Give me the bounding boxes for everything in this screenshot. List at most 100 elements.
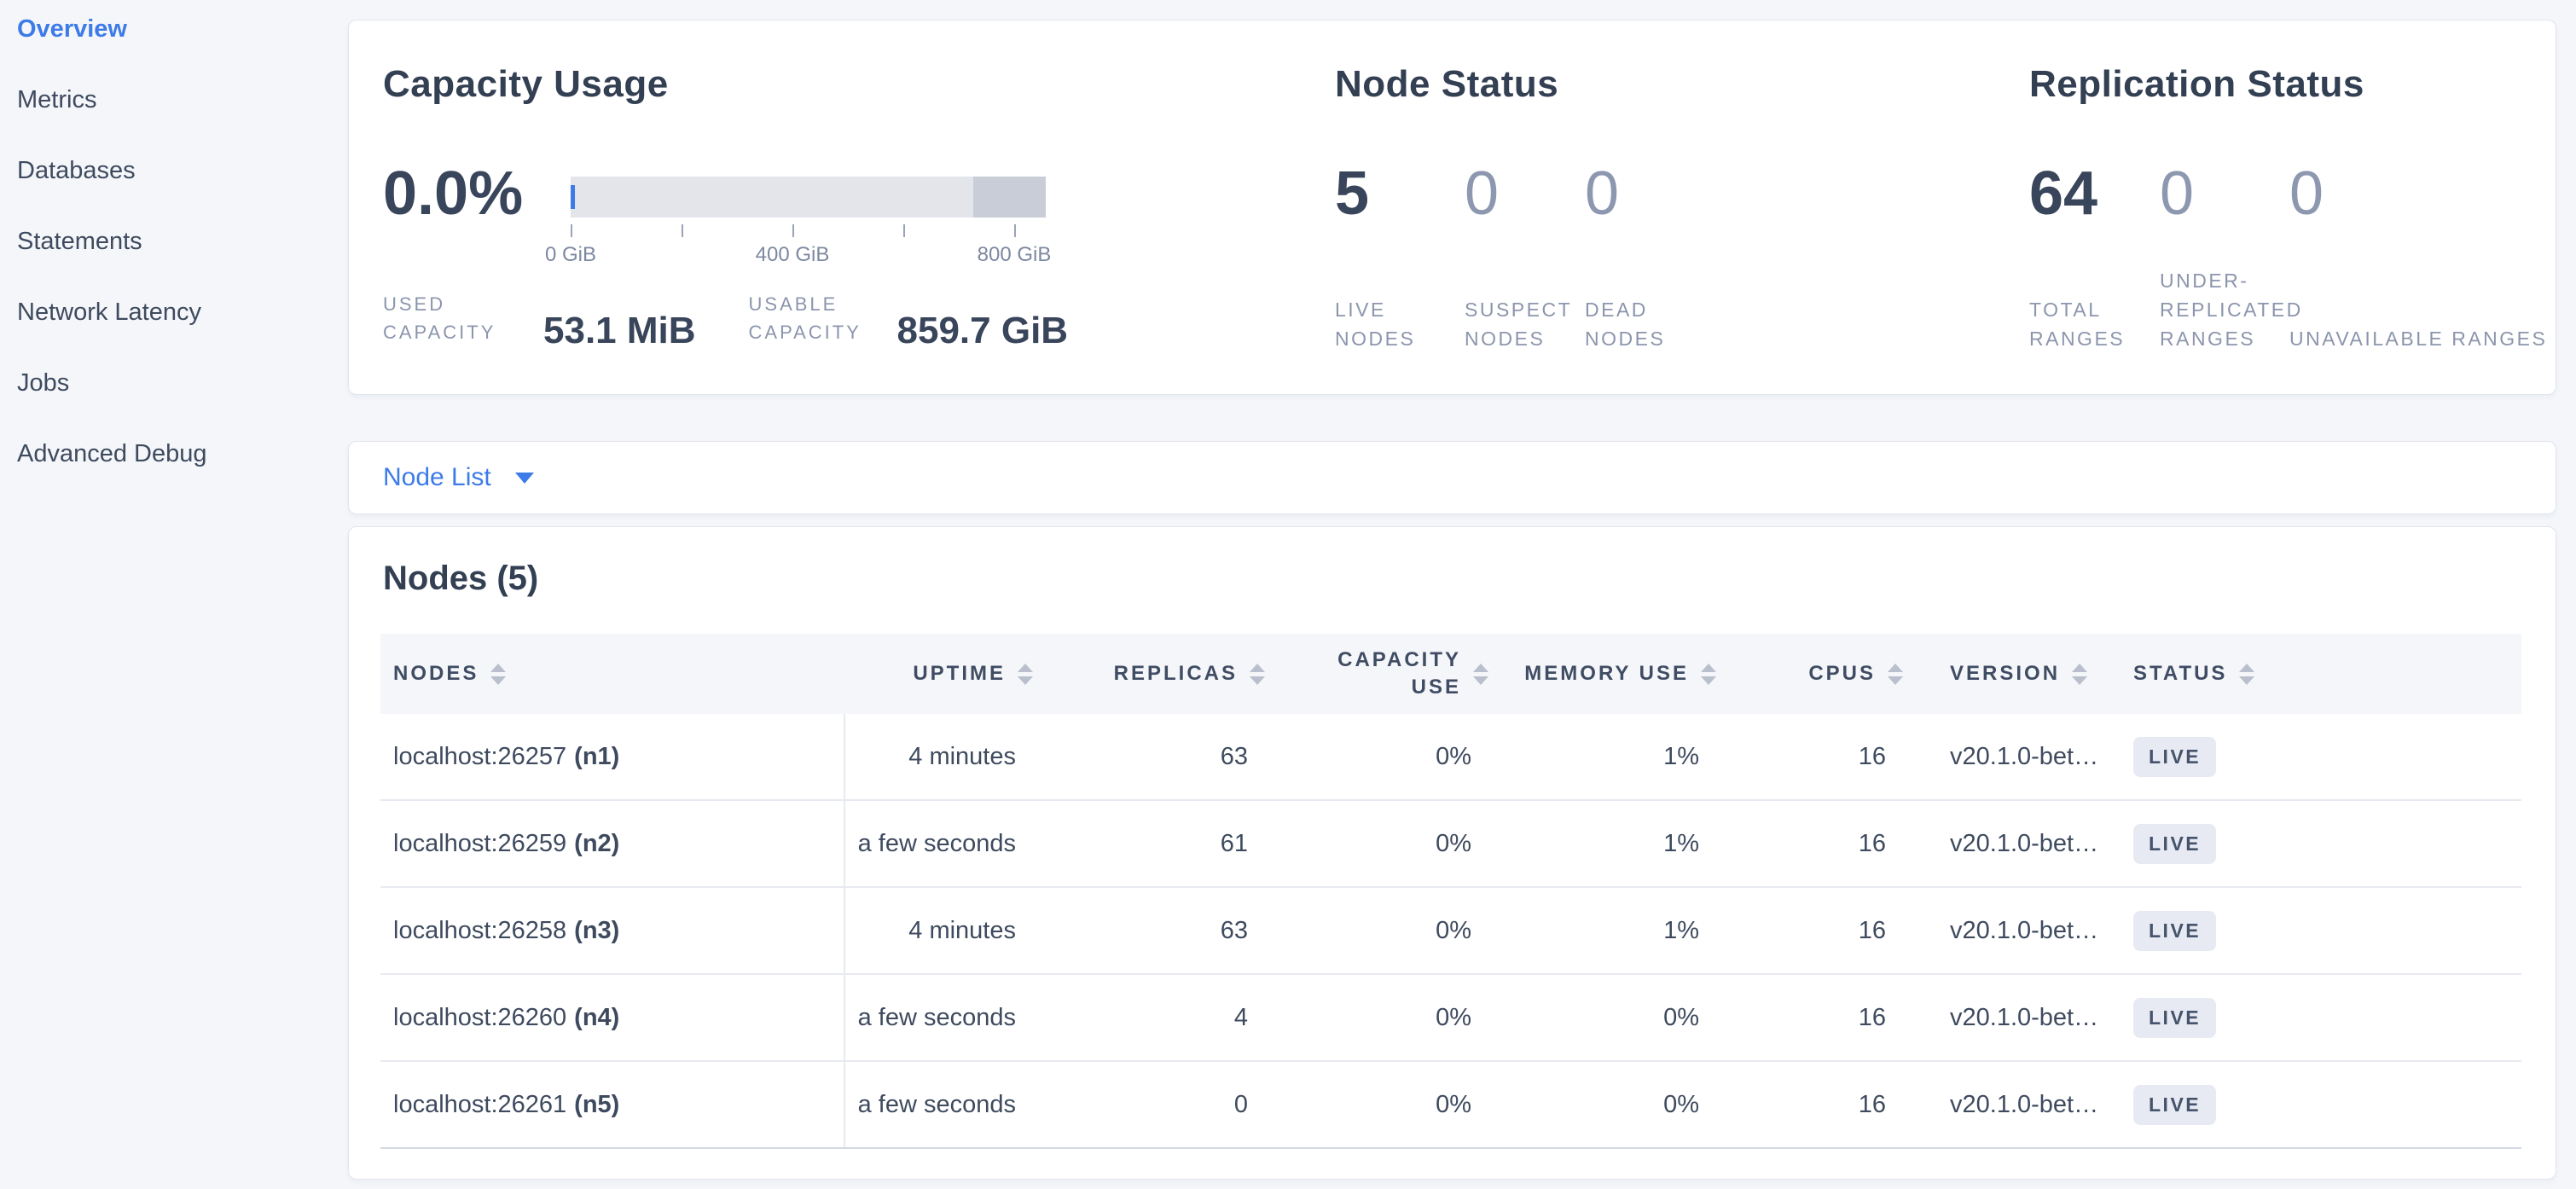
memory-use-cell: 0% xyxy=(1663,1003,1699,1031)
axis-tick xyxy=(903,224,905,237)
dead-nodes-count: 0 xyxy=(1585,160,1620,228)
capacity-percent: 0.0% xyxy=(383,160,524,228)
sidebar-item-statements[interactable]: Statements xyxy=(17,228,142,255)
column-header-cpus[interactable]: CPUS xyxy=(1716,634,1903,714)
node-id: (n3) xyxy=(574,916,620,944)
node-id: (n1) xyxy=(574,742,620,770)
sidebar-item-overview[interactable]: Overview xyxy=(17,15,127,43)
sort-icon[interactable] xyxy=(1250,663,1265,685)
sort-icon[interactable] xyxy=(1701,663,1716,685)
capacity-usage-section: Capacity Usage 0.0% 0 GiB 400 GiB 800 Gi… xyxy=(383,20,1335,394)
column-header-nodes[interactable]: NODES xyxy=(380,634,845,714)
uptime-cell: a few seconds xyxy=(857,1090,1016,1118)
sort-icon[interactable] xyxy=(1018,663,1033,685)
axis-tick xyxy=(571,224,572,237)
capacity-use-cell: 0% xyxy=(1436,829,1471,857)
table-row-node-5[interactable]: localhost:26261 (n5) a few seconds 0 0% 0… xyxy=(380,1062,2521,1149)
replicas-cell: 4 xyxy=(1233,1003,1248,1031)
memory-use-cell: 0% xyxy=(1663,1090,1699,1118)
capacity-use-cell: 0% xyxy=(1436,1003,1471,1031)
replication-status-title: Replication Status xyxy=(2029,63,2364,105)
memory-use-cell: 1% xyxy=(1663,742,1699,770)
sort-icon[interactable] xyxy=(2072,663,2088,685)
sort-icon[interactable] xyxy=(2239,663,2255,685)
memory-use-cell: 1% xyxy=(1663,829,1699,857)
replicas-cell: 0 xyxy=(1233,1090,1248,1118)
view-selector-card: Node List xyxy=(348,441,2556,514)
unavailable-ranges-count: 0 xyxy=(2289,160,2324,228)
status-badge: LIVE xyxy=(2133,1084,2217,1125)
node-status-section: Node Status 5 0 0 LIVE NODES SUSPECT NOD… xyxy=(1335,20,2026,394)
replicas-cell: 63 xyxy=(1220,916,1248,944)
capacity-bar-used-segment xyxy=(571,185,575,209)
cpus-cell: 16 xyxy=(1858,1090,1886,1118)
column-header-replicas[interactable]: REPLICAS xyxy=(1033,634,1265,714)
capacity-use-cell: 0% xyxy=(1436,916,1471,944)
version-cell: v20.1.0-bet… xyxy=(1950,1090,2099,1118)
column-header-capacity-use[interactable]: CAPACITY USE xyxy=(1265,634,1488,714)
cpus-cell: 16 xyxy=(1858,829,1886,857)
column-header-status[interactable]: STATUS xyxy=(2116,634,2521,714)
node-address[interactable]: localhost:26260 xyxy=(393,1003,567,1031)
node-address[interactable]: localhost:26257 xyxy=(393,742,567,770)
column-header-version[interactable]: VERSION xyxy=(1903,634,2116,714)
replication-status-section: Replication Status 64 0 0 TOTAL RANGES U… xyxy=(2029,20,2545,394)
sort-icon[interactable] xyxy=(1888,663,1903,685)
status-badge: LIVE xyxy=(2133,823,2217,864)
unavailable-ranges-label: UNAVAILABLE RANGES xyxy=(2289,328,2548,350)
usable-capacity-value: 859.7 GiB xyxy=(896,310,1069,351)
cpus-cell: 16 xyxy=(1858,742,1886,770)
cpus-cell: 16 xyxy=(1858,916,1886,944)
table-row-node-3[interactable]: localhost:26258 (n3) 4 minutes 63 0% 1% 1… xyxy=(380,888,2521,975)
uptime-cell: a few seconds xyxy=(857,1003,1016,1031)
sidebar-item-network-latency[interactable]: Network Latency xyxy=(17,299,201,326)
node-address[interactable]: localhost:26259 xyxy=(393,829,567,857)
sidebar-item-metrics[interactable]: Metrics xyxy=(17,86,97,113)
under-replicated-ranges-count: 0 xyxy=(2160,160,2195,228)
version-cell: v20.1.0-bet… xyxy=(1950,916,2099,944)
uptime-cell: 4 minutes xyxy=(908,916,1016,944)
total-ranges-count: 64 xyxy=(2029,160,2098,228)
live-nodes-count: 5 xyxy=(1335,160,1370,228)
node-id: (n4) xyxy=(574,1003,620,1031)
total-ranges-label: TOTAL RANGES xyxy=(2029,299,2126,350)
sidebar-item-jobs[interactable]: Jobs xyxy=(17,369,70,397)
table-row-node-1[interactable]: localhost:26257 (n1) 4 minutes 63 0% 1% 1… xyxy=(380,714,2521,801)
table-row-node-2[interactable]: localhost:26259 (n2) a few seconds 61 0% … xyxy=(380,801,2521,888)
sort-icon[interactable] xyxy=(490,663,507,685)
replicas-cell: 61 xyxy=(1220,829,1248,857)
axis-label-800: 800 GiB xyxy=(977,243,1052,266)
capacity-bar-nonusable-segment xyxy=(973,177,1046,218)
sort-icon[interactable] xyxy=(1473,663,1488,685)
status-badge: LIVE xyxy=(2133,997,2217,1038)
node-address[interactable]: localhost:26261 xyxy=(393,1090,567,1118)
replicas-cell: 63 xyxy=(1220,742,1248,770)
under-replicated-ranges-label: UNDER-REPLICATED RANGES xyxy=(2160,270,2303,350)
column-header-uptime[interactable]: UPTIME xyxy=(845,634,1033,714)
sidebar-item-advanced-debug[interactable]: Advanced Debug xyxy=(17,440,207,467)
capacity-usage-title: Capacity Usage xyxy=(383,63,669,105)
chevron-down-icon[interactable] xyxy=(514,472,534,484)
node-id: (n2) xyxy=(574,829,620,857)
sidebar-nav: Overview Metrics Databases Statements Ne… xyxy=(0,0,341,1189)
version-cell: v20.1.0-bet… xyxy=(1950,829,2099,857)
memory-use-cell: 1% xyxy=(1663,916,1699,944)
version-cell: v20.1.0-bet… xyxy=(1950,742,2099,770)
cpus-cell: 16 xyxy=(1858,1003,1886,1031)
column-header-memory-use[interactable]: MEMORY USE xyxy=(1488,634,1716,714)
nodes-table-title: Nodes (5) xyxy=(383,560,539,597)
node-address[interactable]: localhost:26258 xyxy=(393,916,567,944)
nodes-table-card: Nodes (5) NODES UPTIME REPLICAS CAPACITY… xyxy=(348,526,2556,1180)
sidebar-item-databases[interactable]: Databases xyxy=(17,157,136,184)
table-row-node-4[interactable]: localhost:26260 (n4) a few seconds 4 0% 0… xyxy=(380,975,2521,1062)
cluster-summary-card: Capacity Usage 0.0% 0 GiB 400 GiB 800 Gi… xyxy=(348,20,2556,395)
axis-label-400: 400 GiB xyxy=(755,243,830,266)
status-badge: LIVE xyxy=(2133,736,2217,777)
nodes-table: NODES UPTIME REPLICAS CAPACITY USE MEMOR… xyxy=(380,634,2521,1149)
live-nodes-label: LIVE NODES xyxy=(1335,299,1416,350)
capacity-use-cell: 0% xyxy=(1436,1090,1471,1118)
version-cell: v20.1.0-bet… xyxy=(1950,1003,2099,1031)
suspect-nodes-count: 0 xyxy=(1465,160,1500,228)
node-list-dropdown[interactable]: Node List xyxy=(383,463,491,491)
